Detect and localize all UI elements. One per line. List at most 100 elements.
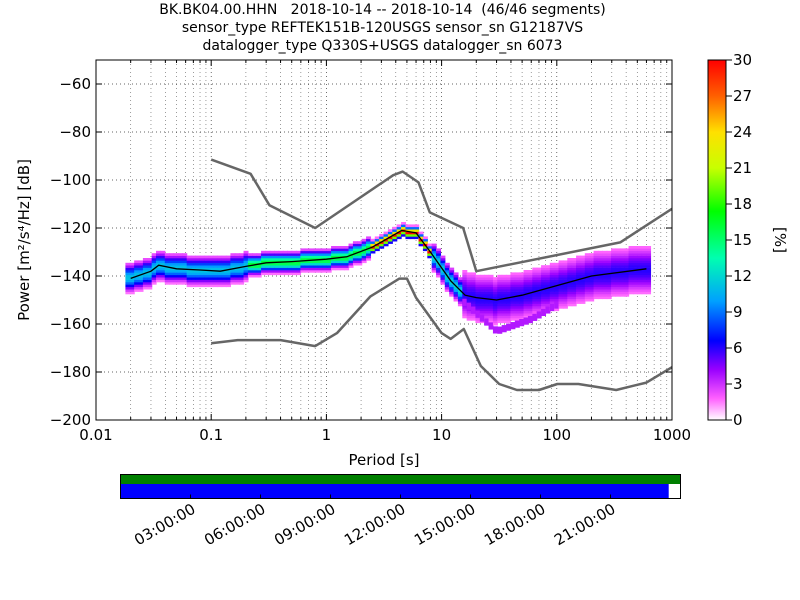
heatmap-cell [562,303,568,307]
heatmap-cell [475,318,481,321]
heatmap-cell [243,270,249,273]
heatmap-cell [453,282,459,285]
heatmap-cell [317,267,323,271]
heatmap-cell [497,291,503,295]
heatmap-cell [304,267,310,271]
heatmap-cell [471,282,477,285]
heatmap-cell [571,265,577,268]
heatmap-cell [619,286,625,290]
heatmap-cell [646,277,652,280]
heatmap-cell [584,277,590,280]
heatmap-cell [497,303,503,307]
heatmap-cell [558,270,564,273]
heatmap-cell [615,267,621,271]
heatmap-cell [191,258,197,261]
heatmap-cell [497,298,503,302]
heatmap-cell [506,294,512,297]
heatmap-cell [514,306,520,309]
heatmap-cell [619,267,625,271]
heatmap-cell [147,272,153,276]
heatmap-cell [641,289,647,292]
heatmap-cell [313,253,319,256]
heatmap-cell [208,260,214,264]
heatmap-cell [387,231,393,235]
heatmap-cell [558,301,564,304]
heatmap-cell [317,255,323,259]
heatmap-cell [488,286,494,290]
heatmap-cell [418,241,424,244]
heatmap-cell [536,282,542,285]
heatmap-cell [217,260,223,264]
heatmap-cell [239,255,245,259]
heatmap-cell [541,265,547,268]
heatmap-cell [436,270,442,273]
heatmap-cell [191,272,197,276]
heatmap-cell [576,289,582,292]
heatmap-cell [296,258,302,261]
heatmap-cell [125,272,131,276]
heatmap-cell [182,270,188,273]
heatmap-cell [615,282,621,285]
heatmap-cell [405,224,411,228]
heatmap-cell [304,248,310,252]
heatmap-cell [125,284,131,288]
heatmap-cell [134,286,140,290]
heatmap-cell [637,282,643,285]
heatmap-cell [527,286,533,290]
heatmap-cell [212,277,218,280]
heatmap-cell [637,260,643,264]
heatmap-cell [261,253,267,256]
heatmap-cell [492,303,498,307]
heatmap-cell [527,294,533,297]
heatmap-cell [361,238,367,242]
heatmap-cell [129,262,135,266]
heatmap-cell [615,255,621,259]
heatmap-cell [628,284,634,288]
coverage-tick-label: 15:00:00 [411,500,478,549]
heatmap-cell [317,265,323,268]
heatmap-cell [431,262,437,266]
heatmap-cell [471,301,477,304]
heatmap-cell [611,284,617,288]
title-line-3: datalogger_type Q330S+USGS datalogger_sn… [202,38,563,54]
heatmap-cell [580,291,586,295]
heatmap-cell [409,224,415,228]
heatmap-cell [519,272,525,276]
heatmap-cell [584,294,590,297]
heatmap-cell [396,224,402,228]
heatmap-cell [449,284,455,288]
heatmap-cell [519,291,525,295]
heatmap-cell [186,282,192,285]
heatmap-cell [488,277,494,280]
heatmap-cell [628,291,634,295]
heatmap-cell [313,255,319,259]
heatmap-cell [580,260,586,264]
heatmap-cell [212,267,218,271]
heatmap-cell [523,308,529,312]
heatmap-cell [497,313,503,316]
heatmap-cell [628,258,634,261]
heatmap-cell [646,291,652,295]
heatmap-cell [545,282,551,285]
heatmap-cell [199,282,205,285]
heatmap-cell [497,326,503,334]
heatmap-cell [532,289,538,292]
heatmap-cell [287,265,293,268]
colorbar-tick-label: 0 [733,411,743,429]
heatmap-cell [186,262,192,266]
heatmap-cell [562,262,568,266]
heatmap-cell [247,270,253,273]
heatmap-cell [247,253,253,256]
heatmap-cell [300,258,306,261]
heatmap-cell [326,248,332,252]
heatmap-cell [475,277,481,280]
heatmap-cell [497,284,503,288]
heatmap-cell [300,255,306,259]
heatmap-cell [488,294,494,297]
heatmap-cell [527,277,533,280]
heatmap-cell [532,277,538,280]
heatmap-cell [514,313,520,316]
heatmap-cell [247,272,253,276]
heatmap-cell [641,284,647,288]
heatmap-cell [584,265,590,268]
